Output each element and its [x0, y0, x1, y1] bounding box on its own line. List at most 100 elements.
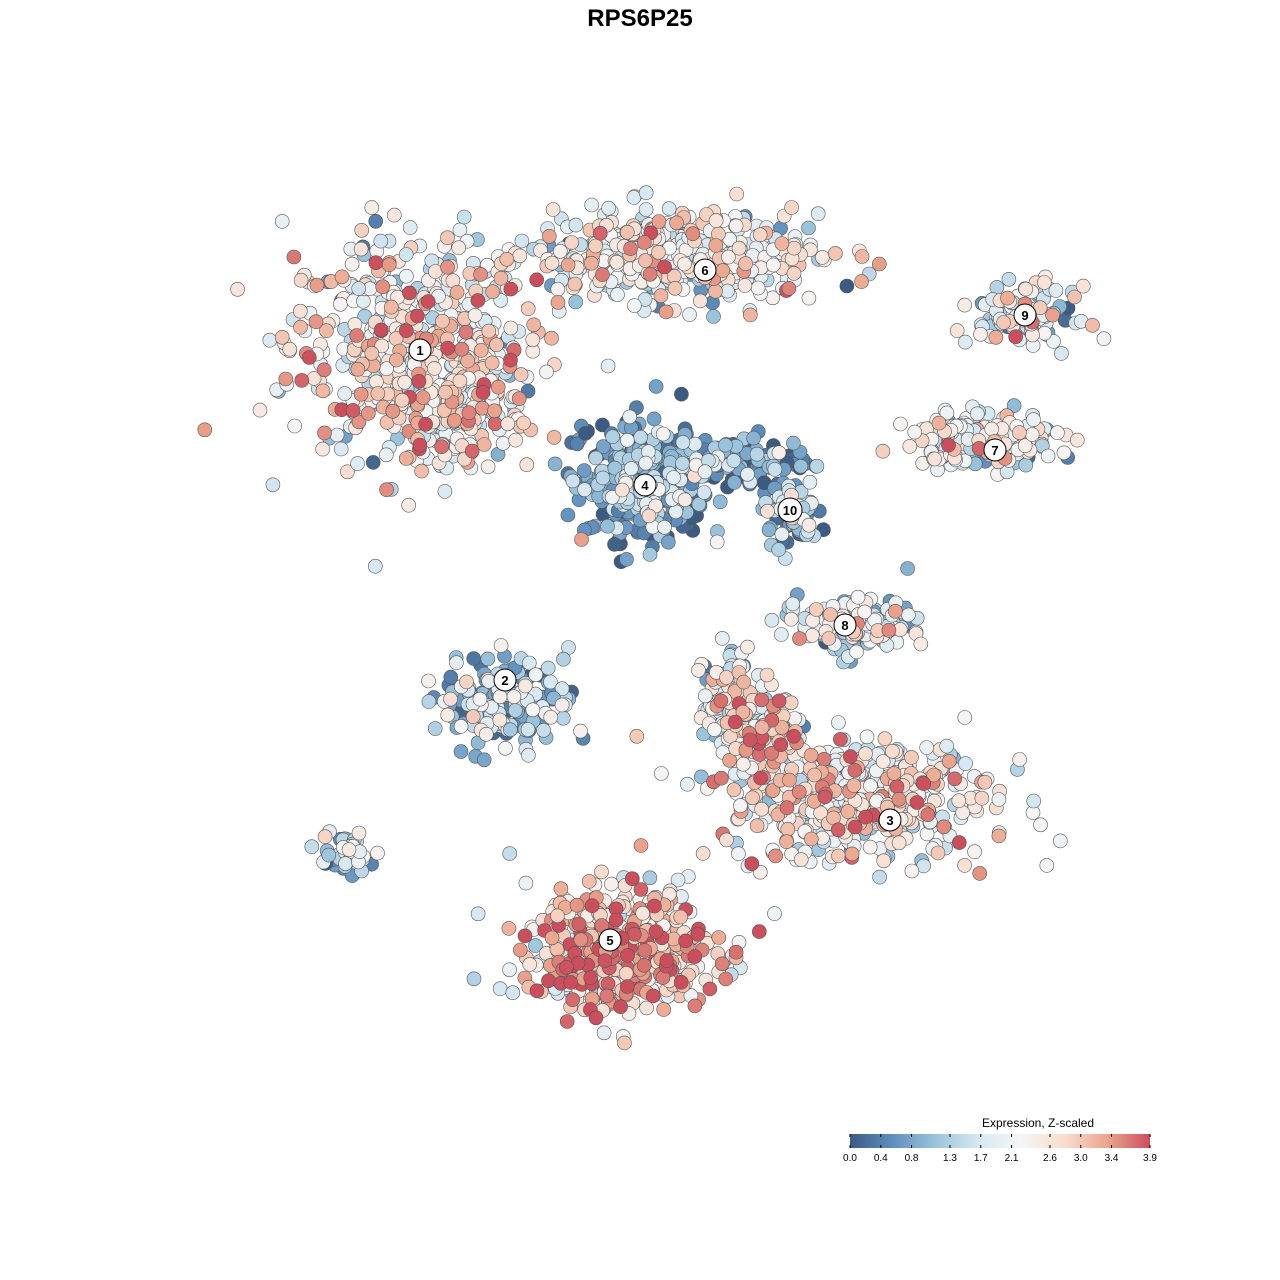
cell-point: [713, 770, 729, 786]
cell-point: [916, 776, 932, 791]
cell-point: [767, 906, 782, 921]
cell-point: [988, 329, 1004, 345]
cell-point: [858, 746, 873, 762]
cell-point: [771, 693, 787, 709]
cell-point: [792, 631, 807, 646]
cell-point: [687, 949, 703, 964]
cell-point: [453, 744, 469, 759]
cell-point: [642, 266, 658, 282]
cell-point: [452, 373, 468, 389]
cell-point: [726, 782, 742, 798]
cell-point: [728, 944, 744, 960]
cell-point: [752, 227, 768, 242]
cell-point: [315, 383, 331, 399]
cell-point: [415, 390, 431, 405]
cell-point: [847, 762, 863, 778]
cell-point: [364, 200, 380, 215]
cell-point: [807, 767, 822, 783]
cell-point: [546, 430, 562, 445]
cell-point: [633, 429, 648, 445]
cell-point: [508, 432, 523, 448]
cell-point: [653, 288, 669, 304]
cell-point: [648, 379, 664, 394]
cell-point: [584, 255, 599, 271]
cell-point: [338, 856, 353, 871]
cluster-label-text: 10: [783, 503, 797, 518]
cell-point: [804, 628, 820, 643]
cell-point: [597, 953, 613, 969]
cell-point: [936, 819, 952, 835]
cell-point: [601, 200, 616, 216]
cell-point: [505, 985, 521, 1001]
cell-point: [783, 611, 799, 627]
cell-point: [461, 405, 477, 421]
cell-point: [949, 323, 965, 338]
cell-point: [691, 662, 706, 678]
cell-point: [669, 215, 684, 231]
cell-point: [849, 644, 864, 660]
legend-tick-label: 0.8: [905, 1153, 919, 1164]
cell-point: [627, 298, 642, 313]
cell-point: [480, 459, 496, 475]
cell-point: [951, 835, 967, 850]
cell-point: [690, 926, 706, 942]
cell-point: [759, 667, 775, 683]
cluster-label: 10: [777, 497, 803, 523]
cell-point: [1053, 833, 1068, 849]
cell-point: [230, 281, 245, 297]
cell-point: [930, 845, 946, 861]
cell-point: [456, 209, 472, 225]
cell-point: [718, 437, 733, 453]
cell-point: [661, 201, 677, 216]
cell-point: [839, 278, 855, 294]
cell-point: [473, 343, 489, 358]
cell-point: [991, 828, 1007, 844]
cell-point: [554, 697, 570, 713]
cell-points: [197, 185, 1112, 1051]
cell-point: [399, 268, 414, 284]
cell-point: [503, 320, 519, 336]
cell-point: [1037, 325, 1052, 341]
cell-point: [697, 688, 713, 704]
cell-point: [816, 751, 832, 767]
cell-point: [702, 981, 718, 997]
cluster-label: 9: [1013, 303, 1037, 327]
cell-point: [891, 791, 907, 807]
cell-point: [293, 272, 309, 288]
cell-point: [437, 484, 453, 499]
cell-point: [786, 240, 802, 256]
cell-point: [474, 400, 490, 416]
cell-point: [875, 443, 891, 459]
cell-point: [503, 281, 519, 297]
cell-point: [657, 259, 672, 275]
cell-point: [697, 464, 713, 480]
cell-point: [854, 249, 870, 264]
cluster-label: 6: [693, 258, 717, 282]
cell-point: [996, 315, 1011, 330]
cell-point: [850, 589, 866, 605]
cell-point: [682, 307, 697, 322]
cell-point: [803, 831, 819, 847]
cell-point: [735, 756, 751, 772]
cell-point: [1040, 448, 1056, 464]
cell-point: [859, 729, 875, 745]
cell-point: [893, 416, 908, 432]
cell-point: [889, 779, 905, 795]
cell-point: [742, 732, 758, 748]
cell-point: [565, 992, 581, 1008]
cell-point: [646, 411, 662, 427]
cell-point: [454, 341, 470, 357]
cell-point: [559, 1014, 575, 1029]
cell-point: [286, 249, 302, 265]
cell-point: [495, 435, 511, 451]
cell-point: [638, 202, 654, 217]
cell-point: [957, 710, 973, 725]
cell-point: [840, 804, 856, 819]
cell-point: [695, 846, 711, 861]
cell-point: [791, 784, 807, 800]
cell-point: [451, 240, 466, 255]
cell-point: [282, 341, 298, 357]
cell-point: [568, 217, 584, 233]
cell-point: [785, 596, 801, 612]
cell-point: [740, 466, 755, 482]
